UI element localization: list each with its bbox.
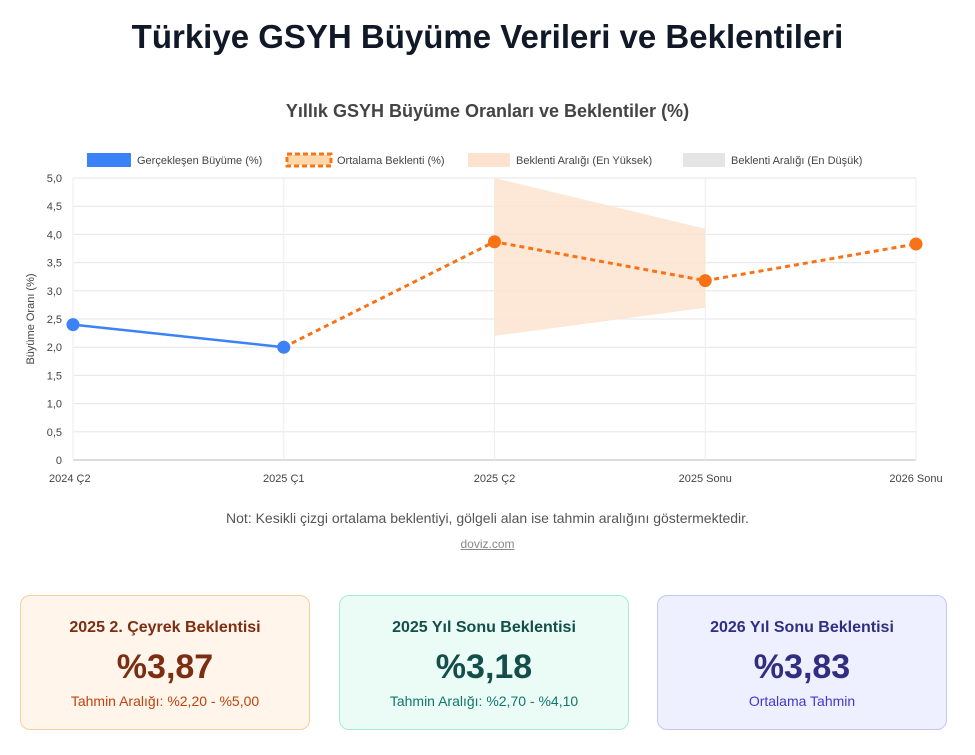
legend-label: Gerçekleşen Büyüme (%) [137,155,262,167]
x-tick-label: 2025 Ç1 [263,473,305,485]
x-tick-label: 2025 Sonu [679,473,732,485]
card-title: 2025 2. Çeyrek Beklentisi [69,619,261,636]
card-range: Tahmin Aralığı: %2,20 - %5,00 [70,693,260,709]
growth-line-chart: Gerçekleşen Büyüme (%) Ortalama Beklenti … [25,152,943,485]
legend-swatch-actual [87,153,131,167]
card-value: %3,87 [116,648,214,686]
page-title: Türkiye GSYH Büyüme Verileri ve Beklenti… [131,18,844,55]
actual-growth-point [277,340,291,354]
legend-swatch-range [468,153,510,167]
chart-axes: 0 0,5 1,0 1,5 2,0 2,5 3,0 3,5 4,0 4,5 5,0 2024 Ç2 20… [25,173,943,485]
y-axis-label: Büyüme Oranı (%) [25,273,37,364]
chart-points [66,235,923,354]
chart-lines [72,240,917,349]
average-forecast-point [488,235,501,249]
average-forecast-line [283,240,917,349]
y-tick-label: 0,5 [47,427,62,439]
actual-growth-point [66,318,80,332]
legend-swatch-average [287,155,331,165]
card-range: Tahmin Aralığı: %2,70 - %4,10 [389,693,579,709]
legend-label: Beklenti Aralığı (En Düşük) [731,155,862,167]
card-2026-yearend-forecast: 2026 Yıl Sonu Beklentisi %3,83 Ortalama … [657,595,947,730]
y-tick-label: 3,0 [47,286,62,298]
card-title: 2026 Yıl Sonu Beklentisi [710,619,894,636]
card-2025-q2-forecast: 2025 2. Çeyrek Beklentisi %3,87 Tahmin A… [20,595,310,730]
average-forecast-point [698,274,712,288]
y-tick-label: 1,0 [47,399,62,411]
card-value: %3,18 [435,648,533,686]
x-tick-label: 2026 Sonu [889,473,942,485]
y-tick-label: 3,5 [47,258,62,270]
forecast-range-band [494,178,706,336]
legend-label: Beklenti Aralığı (En Yüksek) [516,155,652,167]
y-tick-label: 4,5 [47,201,62,213]
y-tick-label: 0 [56,455,62,467]
source-link[interactable]: doviz.com [460,537,515,551]
y-tick-label: 4,0 [47,229,62,241]
legend-label: Ortalama Beklenti (%) [337,155,445,167]
average-forecast-point [909,237,923,251]
card-2025-yearend-forecast: 2025 Yıl Sonu Beklentisi %3,18 Tahmin Ar… [339,595,629,730]
card-title: 2025 Yıl Sonu Beklentisi [392,619,576,636]
card-note: Ortalama Tahmin [748,693,856,709]
x-tick-label: 2024 Ç2 [49,473,91,485]
y-tick-label: 1,5 [47,370,62,382]
chart-title: Yıllık GSYH Büyüme Oranları ve Beklentil… [285,101,690,121]
legend-swatch-average-border [285,152,333,168]
forecast-band-area [494,178,706,336]
chart-legend[interactable]: Gerçekleşen Büyüme (%) Ortalama Beklenti … [87,152,862,168]
y-tick-label: 2,0 [47,342,62,354]
x-tick-label: 2025 Ç2 [474,473,516,485]
card-value: %3,83 [753,648,851,686]
chart-note: Not: Kesikli çizgi ortalama beklentiyi, … [226,510,749,526]
legend-swatch-range [683,153,725,167]
y-tick-label: 5,0 [47,173,62,185]
actual-growth-line [72,323,284,349]
y-tick-label: 2,5 [47,314,62,326]
